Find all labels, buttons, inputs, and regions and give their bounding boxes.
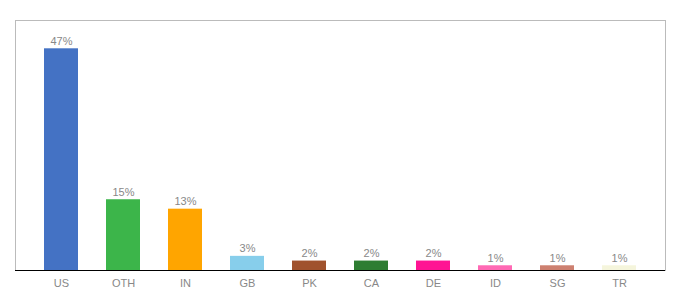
svg-text:PK: PK [302, 277, 317, 289]
svg-text:CA: CA [364, 277, 380, 289]
svg-text:2%: 2% [302, 247, 318, 259]
svg-text:15%: 15% [112, 186, 134, 198]
svg-text:ID: ID [490, 277, 501, 289]
svg-text:1%: 1% [550, 252, 566, 264]
svg-text:SG: SG [550, 277, 566, 289]
svg-text:47%: 47% [50, 35, 72, 47]
svg-text:1%: 1% [488, 252, 504, 264]
svg-text:2%: 2% [426, 247, 442, 259]
svg-text:IN: IN [180, 277, 191, 289]
svg-text:OTH: OTH [112, 277, 135, 289]
svg-text:TR: TR [612, 277, 627, 289]
svg-text:DE: DE [426, 277, 441, 289]
svg-text:1%: 1% [612, 252, 628, 264]
svg-text:US: US [54, 277, 69, 289]
svg-text:13%: 13% [174, 195, 196, 207]
svg-text:3%: 3% [240, 242, 256, 254]
svg-text:GB: GB [240, 277, 256, 289]
svg-text:2%: 2% [364, 247, 380, 259]
